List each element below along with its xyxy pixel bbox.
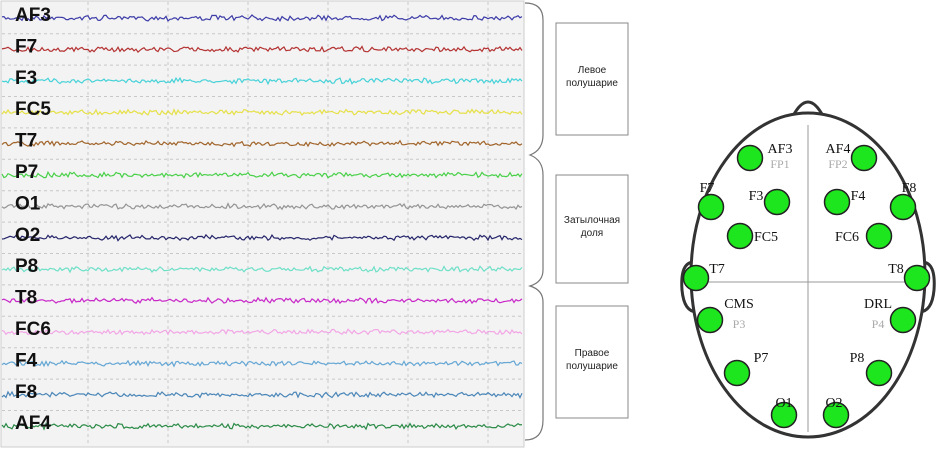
channel-label: O2 bbox=[15, 225, 40, 246]
channel-label: P7 bbox=[15, 162, 38, 183]
brackets bbox=[524, 2, 544, 441]
electrode-label: O1 bbox=[775, 396, 792, 411]
electrode bbox=[850, 144, 878, 172]
electrode-sublabel: FP2 bbox=[828, 157, 847, 171]
electrode-label: F7 bbox=[700, 181, 715, 196]
channel-label: P8 bbox=[15, 256, 38, 277]
electrode bbox=[865, 222, 893, 250]
electrode-sublabel: FP1 bbox=[770, 157, 789, 171]
eeg-trace bbox=[1, 296, 523, 305]
trace-panel bbox=[0, 0, 525, 448]
eeg-trace bbox=[1, 390, 523, 399]
channel-label: F8 bbox=[15, 382, 37, 403]
region-box bbox=[555, 22, 629, 136]
electrode-label: AF4 bbox=[826, 142, 851, 157]
electrode-label: CMS bbox=[724, 297, 754, 312]
electrode-label: T8 bbox=[888, 262, 904, 277]
region-label: Затылочная доля bbox=[564, 215, 620, 239]
electrode bbox=[823, 188, 851, 216]
electrode bbox=[697, 193, 725, 221]
electrode-label: F4 bbox=[851, 189, 866, 204]
region-label: Правое полушарие bbox=[566, 348, 618, 372]
electrode bbox=[736, 144, 764, 172]
electrode bbox=[889, 193, 917, 221]
region-box bbox=[555, 305, 629, 419]
channel-label: T7 bbox=[15, 131, 37, 152]
electrode bbox=[726, 222, 754, 250]
electrode bbox=[770, 401, 798, 429]
electrode-label: O2 bbox=[825, 396, 842, 411]
eeg-trace bbox=[1, 359, 523, 368]
region-box bbox=[555, 174, 629, 284]
electrode-label: FC5 bbox=[754, 230, 778, 245]
electrode-sublabel: P4 bbox=[872, 317, 885, 331]
electrode-label: F3 bbox=[749, 189, 764, 204]
electrode bbox=[889, 306, 917, 334]
electrode-label: P7 bbox=[754, 351, 769, 366]
eeg-trace bbox=[1, 76, 523, 86]
eeg-trace bbox=[1, 202, 523, 211]
electrode bbox=[723, 359, 751, 387]
eeg-trace bbox=[1, 233, 523, 242]
channel-label: AF3 bbox=[15, 5, 51, 26]
eeg-trace bbox=[1, 170, 523, 179]
electrode-label: DRL bbox=[864, 297, 892, 312]
electrode bbox=[822, 401, 850, 429]
channel-label: AF4 bbox=[15, 413, 51, 434]
channel-label: FC6 bbox=[15, 319, 51, 340]
eeg-trace bbox=[1, 265, 523, 274]
channel-label: F7 bbox=[15, 36, 37, 57]
electrode-sublabel: P3 bbox=[733, 317, 746, 331]
electrode bbox=[682, 264, 710, 292]
channel-label: F3 bbox=[15, 68, 37, 89]
electrode bbox=[763, 188, 791, 216]
channel-label: O1 bbox=[15, 193, 41, 214]
electrode-label: T7 bbox=[709, 262, 725, 277]
channel-label: FC5 bbox=[15, 99, 51, 120]
electrode-label: AF3 bbox=[768, 142, 793, 157]
eeg-trace bbox=[1, 422, 523, 431]
electrode-label: P8 bbox=[850, 351, 865, 366]
electrode bbox=[903, 264, 931, 292]
channel-label: T8 bbox=[15, 288, 37, 309]
electrode-label: FC6 bbox=[835, 230, 859, 245]
eeg-trace bbox=[1, 139, 523, 148]
eeg-trace bbox=[1, 328, 523, 336]
eeg-trace bbox=[1, 108, 523, 116]
region-label: Левое полушарие bbox=[566, 65, 618, 89]
electrode bbox=[865, 359, 893, 387]
electrode bbox=[696, 306, 724, 334]
electrode-label: F8 bbox=[902, 181, 917, 196]
eeg-trace bbox=[1, 14, 523, 23]
channel-label: F4 bbox=[15, 350, 38, 371]
eeg-trace bbox=[1, 45, 523, 54]
